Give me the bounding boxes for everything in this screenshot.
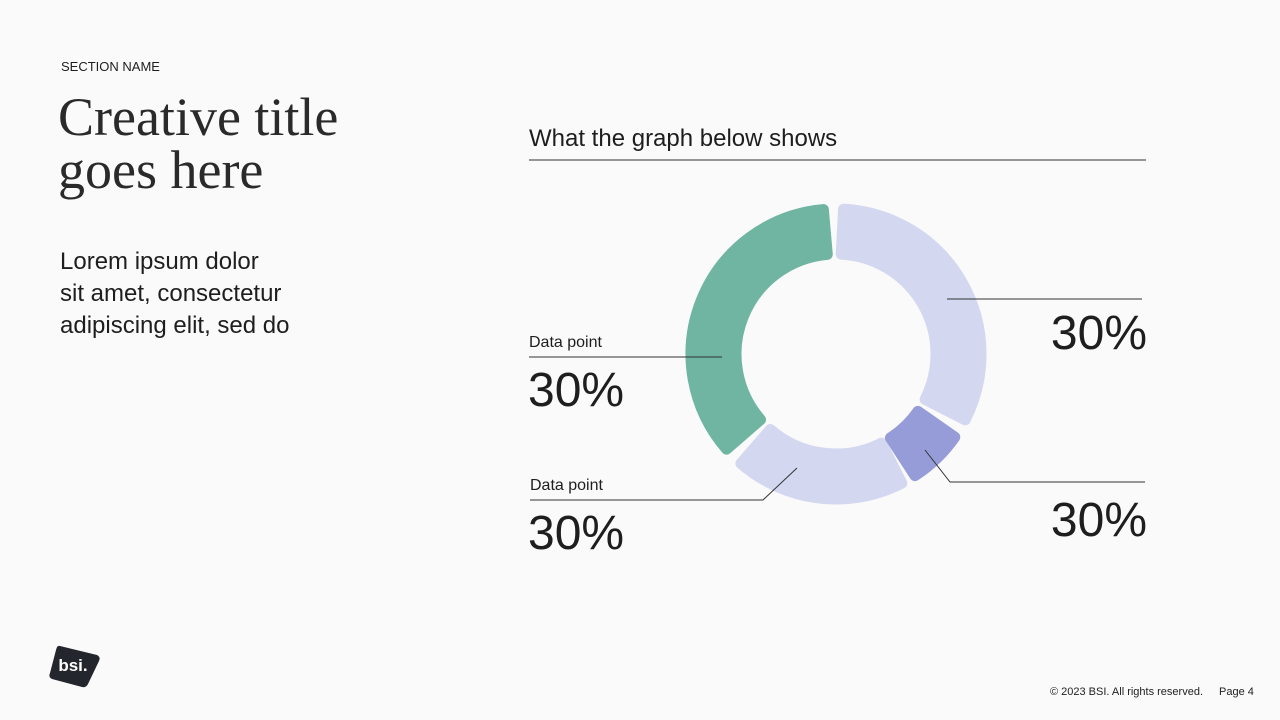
donut-segment — [835, 203, 987, 426]
graph-heading: What the graph below shows — [529, 125, 837, 152]
page-number: Page 4 — [1219, 686, 1254, 698]
callout-label: Data point — [530, 477, 603, 494]
donut-segment — [735, 423, 908, 505]
logo-text: bsi. — [58, 656, 87, 675]
body-line: sit amet, consectetur — [60, 280, 281, 307]
callout-value: 30% — [528, 364, 624, 417]
callout-value: 30% — [1051, 307, 1147, 360]
title-line: Creative title — [58, 87, 338, 147]
section-name: SECTION NAME — [61, 59, 160, 74]
donut-segment — [884, 405, 961, 482]
callout-label: Data point — [529, 334, 602, 351]
body-line: adipiscing elit, sed do — [60, 312, 289, 339]
title-line: goes here — [58, 140, 263, 200]
donut-segment — [685, 204, 833, 455]
copyright: © 2023 BSI. All rights reserved. — [1050, 686, 1203, 698]
donut — [685, 203, 987, 505]
leader-line — [530, 467, 798, 501]
leader-line — [924, 449, 1145, 483]
callout-value: 30% — [528, 507, 624, 560]
callout-value: 30% — [1051, 494, 1147, 547]
logo-mark — [49, 645, 100, 688]
body-line: Lorem ipsum dolor — [60, 248, 259, 275]
